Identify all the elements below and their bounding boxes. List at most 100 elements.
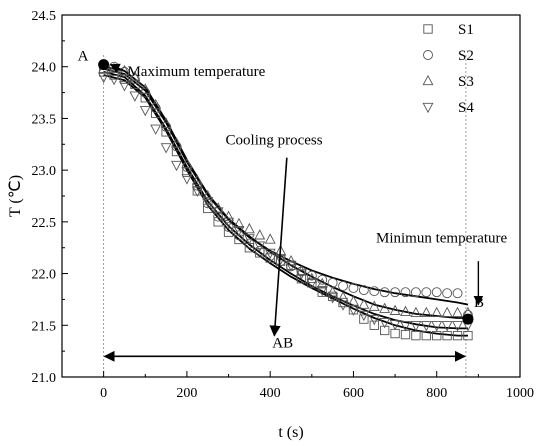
x-tick-label: 600	[343, 386, 364, 401]
highlight-point-a	[98, 59, 110, 71]
point-a-label: A	[78, 49, 89, 65]
data-point-s1	[203, 203, 213, 214]
cooling-arrow	[269, 157, 288, 337]
ab-label: AB	[272, 335, 293, 351]
data-point-s4	[420, 321, 432, 332]
data-point-s1	[296, 274, 307, 284]
legend-label-s2: S2	[458, 48, 474, 64]
data-point-s2	[234, 230, 244, 241]
y-tick-label: 21.5	[32, 319, 57, 334]
data-point-s4	[223, 217, 234, 229]
data-point-s2	[223, 222, 234, 232]
data-point-s4	[379, 318, 391, 329]
data-point-s4	[400, 321, 411, 332]
data-point-s4	[202, 197, 214, 208]
data-point-s2	[348, 283, 359, 294]
data-point-s3	[441, 306, 453, 318]
data-point-s2	[379, 287, 390, 298]
data-point-s4	[191, 186, 203, 197]
y-tick-label: 23.5	[32, 112, 57, 127]
data-point-s2	[421, 287, 432, 298]
data-point-s4	[285, 261, 297, 272]
data-point-s1	[130, 79, 140, 89]
data-point-s1	[390, 328, 400, 339]
data-point-s3	[452, 306, 463, 318]
data-point-s1	[359, 314, 369, 324]
data-point-s2	[400, 287, 411, 298]
data-point-s4	[295, 269, 307, 280]
data-point-s2	[192, 180, 203, 191]
legend-marker-s2	[423, 50, 433, 60]
y-tick-label: 21.0	[32, 371, 57, 386]
y-tick-label: 24.0	[32, 61, 57, 76]
max-arrow	[109, 63, 125, 73]
highlight-point-b	[462, 313, 474, 325]
data-point-s4	[129, 91, 141, 102]
data-point-s2	[202, 198, 213, 209]
y-axis-label: T (℃)	[7, 175, 24, 217]
data-point-s4	[171, 160, 182, 172]
data-point-s4	[348, 305, 359, 316]
data-point-s4	[181, 174, 193, 185]
data-point-s4	[233, 225, 245, 237]
data-point-s4	[431, 321, 443, 332]
data-point-s3	[191, 174, 203, 185]
data-point-s3	[139, 83, 151, 94]
data-point-s4	[108, 74, 120, 86]
data-point-s4	[337, 300, 349, 311]
data-point-s2	[317, 274, 328, 285]
data-point-s2	[254, 245, 265, 256]
data-point-s1	[411, 330, 421, 341]
data-point-s4	[441, 321, 453, 332]
data-point-s3	[327, 286, 339, 297]
data-point-s3	[295, 265, 307, 276]
data-point-s2	[390, 287, 401, 298]
data-point-s4	[358, 310, 370, 322]
data-point-s2	[306, 270, 317, 281]
data-point-s3	[389, 304, 401, 315]
data-point-s4	[316, 285, 328, 297]
legend-label-s1: S1	[458, 22, 474, 38]
data-point-s3	[223, 210, 234, 221]
data-point-s3	[410, 306, 422, 318]
y-tick-label: 24.5	[32, 9, 57, 24]
data-point-s2	[452, 288, 463, 299]
data-point-s2	[265, 251, 276, 261]
data-point-s3	[358, 298, 370, 309]
data-point-s2	[129, 74, 140, 85]
data-point-s2	[358, 285, 369, 296]
data-point-s4	[410, 321, 422, 332]
data-point-s2	[244, 238, 255, 249]
x-tick-label: 1000	[506, 386, 534, 401]
data-point-s3	[150, 98, 162, 110]
data-point-s3	[285, 254, 297, 266]
data-point-s3	[368, 300, 380, 311]
data-point-s3	[431, 306, 443, 318]
data-point-s1	[380, 325, 390, 336]
data-point-s4	[150, 124, 162, 135]
legend-marker-s3	[422, 74, 434, 86]
data-point-s3	[264, 233, 276, 244]
data-point-s4	[368, 314, 380, 326]
data-point-s3	[171, 137, 182, 148]
data-point-s3	[202, 189, 214, 201]
data-point-s1	[192, 186, 202, 196]
x-tick-label: 200	[176, 386, 197, 401]
data-point-s4	[452, 321, 463, 332]
y-tick-label: 23.0	[32, 164, 57, 179]
x-tick-label: 800	[426, 386, 447, 401]
data-point-s3	[420, 306, 432, 318]
legend-label-s3: S3	[458, 74, 474, 90]
data-point-s3	[400, 305, 411, 316]
x-tick-label: 400	[260, 386, 281, 401]
data-point-s3	[160, 117, 172, 128]
data-point-s2	[338, 281, 348, 291]
data-point-s2	[369, 286, 380, 297]
data-point-s4	[243, 234, 255, 245]
data-point-s4	[212, 207, 224, 218]
data-point-s3	[243, 222, 255, 234]
legend-label-s4: S4	[458, 100, 474, 116]
data-point-s4	[306, 278, 318, 290]
